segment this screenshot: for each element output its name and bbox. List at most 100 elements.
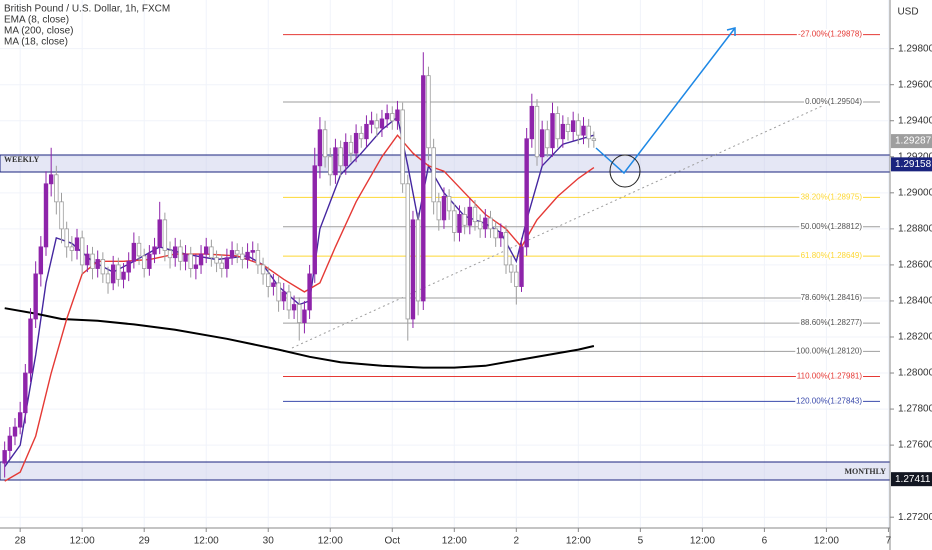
- monthly-zone: [0, 461, 891, 481]
- axes: 1.27200 1.27600 1.27800 1.28000 1.28200 1.284…: [15, 43, 932, 547]
- candle-body: [224, 257, 230, 269]
- indicator-line: [4, 307, 595, 369]
- candle-body: [17, 412, 23, 428]
- candle-body: [503, 232, 509, 266]
- candle-body: [395, 109, 400, 122]
- candle-body: [85, 253, 90, 266]
- x-tick-label: 12:00: [566, 536, 591, 547]
- y-tick-label: 1.28200: [898, 332, 932, 343]
- candle-body: [12, 426, 18, 437]
- y-tick-label: 1.29600: [898, 79, 932, 90]
- y-tick-label: 1.28000: [898, 368, 932, 379]
- candle-body: [498, 232, 504, 239]
- fib-label: 120.00%(1.27843): [796, 396, 862, 405]
- x-tick-label: 29: [139, 536, 151, 547]
- candle-body: [235, 250, 240, 255]
- candle-body: [369, 120, 374, 125]
- candle-body: [74, 237, 80, 251]
- candle-body: [555, 113, 560, 140]
- x-tick-label: 12:00: [690, 536, 715, 547]
- candle-body: [219, 262, 224, 269]
- candle-body: [400, 109, 405, 185]
- candle-body: [23, 372, 28, 414]
- fib-label: 38.20%(1.28975): [801, 192, 863, 201]
- x-tick-label: 12:00: [194, 536, 219, 547]
- candle-body: [286, 291, 292, 311]
- candle-body: [266, 273, 271, 287]
- candle-body: [250, 250, 255, 253]
- candle-body: [405, 183, 410, 320]
- candle-body: [126, 260, 131, 273]
- candle-body: [565, 123, 571, 132]
- candle-body: [100, 259, 106, 275]
- x-tick-label: 12:00: [318, 536, 343, 547]
- y-tick-label: 1.27600: [898, 440, 932, 451]
- candle-body: [441, 196, 447, 221]
- candle-body: [514, 271, 519, 287]
- candle-body: [245, 251, 250, 260]
- candle-body: [136, 242, 142, 257]
- fib-label: 0.00%(1.29504): [805, 97, 862, 106]
- candle-body: [167, 250, 173, 259]
- x-tick-label: Oct: [385, 536, 401, 547]
- candle-body: [157, 219, 162, 248]
- candle-body: [317, 129, 323, 167]
- projection-arrow: [595, 27, 736, 175]
- candle-body: [48, 174, 54, 185]
- y-tick-label: 1.28400: [898, 296, 932, 307]
- candle-body: [152, 246, 157, 255]
- zone-label: MONTHLY: [845, 467, 887, 476]
- candle-body: [508, 264, 514, 273]
- candle-body: [390, 113, 395, 122]
- candle-body: [79, 237, 85, 266]
- candle-body: [121, 271, 126, 280]
- candle-body: [54, 174, 59, 203]
- candle-body: [95, 259, 100, 269]
- candle-body: [193, 264, 199, 269]
- candle-body: [291, 304, 297, 311]
- y-tick-label: 1.29400: [898, 115, 932, 126]
- candle-body: [131, 242, 137, 262]
- candle-body: [260, 264, 266, 275]
- candle-body: [379, 118, 385, 129]
- x-tick-label: 5: [638, 536, 644, 547]
- arrow-head: [726, 27, 736, 36]
- candle-body: [343, 141, 348, 167]
- price-label: 1.29158: [895, 159, 932, 170]
- y-tick-label: 1.27800: [898, 404, 932, 415]
- candle-body: [281, 291, 286, 302]
- trend-line: [291, 105, 823, 349]
- candle-body: [415, 219, 421, 302]
- candle-body: [322, 129, 328, 158]
- price-label-box: [891, 157, 932, 172]
- fib-label: -27.00%(1.29878): [798, 30, 862, 39]
- x-tick-label: 7: [886, 536, 892, 547]
- candle-body: [147, 253, 152, 269]
- candle-body: [178, 246, 183, 262]
- y-tick-label: 1.29800: [898, 43, 932, 54]
- candle-body: [69, 246, 75, 251]
- candle-body: [255, 250, 261, 266]
- fib-retracement: -27.00%(1.29878) 0.00%(1.29504) 38.20%(1.2…: [283, 28, 880, 407]
- candle-body: [384, 113, 390, 120]
- candle-body: [374, 120, 379, 129]
- price-label: 1.29287: [895, 136, 932, 147]
- candle-body: [529, 105, 535, 140]
- candle-body: [534, 105, 540, 158]
- candle-body: [198, 253, 204, 266]
- candle-body: [550, 113, 555, 149]
- candle-body: [297, 304, 302, 323]
- candle-body: [452, 210, 457, 233]
- y-tick-label: 1.27200: [898, 512, 932, 523]
- price-label-box: [891, 472, 932, 487]
- candle-body: [539, 129, 545, 158]
- fib-label: 100.00%(1.28120): [796, 347, 862, 356]
- legend-entry: MA (18, close): [4, 37, 68, 48]
- candle-body: [312, 165, 317, 275]
- zone-label: WEEKLY: [4, 155, 39, 164]
- candle-body: [524, 138, 529, 248]
- candle-body: [467, 206, 473, 226]
- candle-body: [188, 253, 193, 269]
